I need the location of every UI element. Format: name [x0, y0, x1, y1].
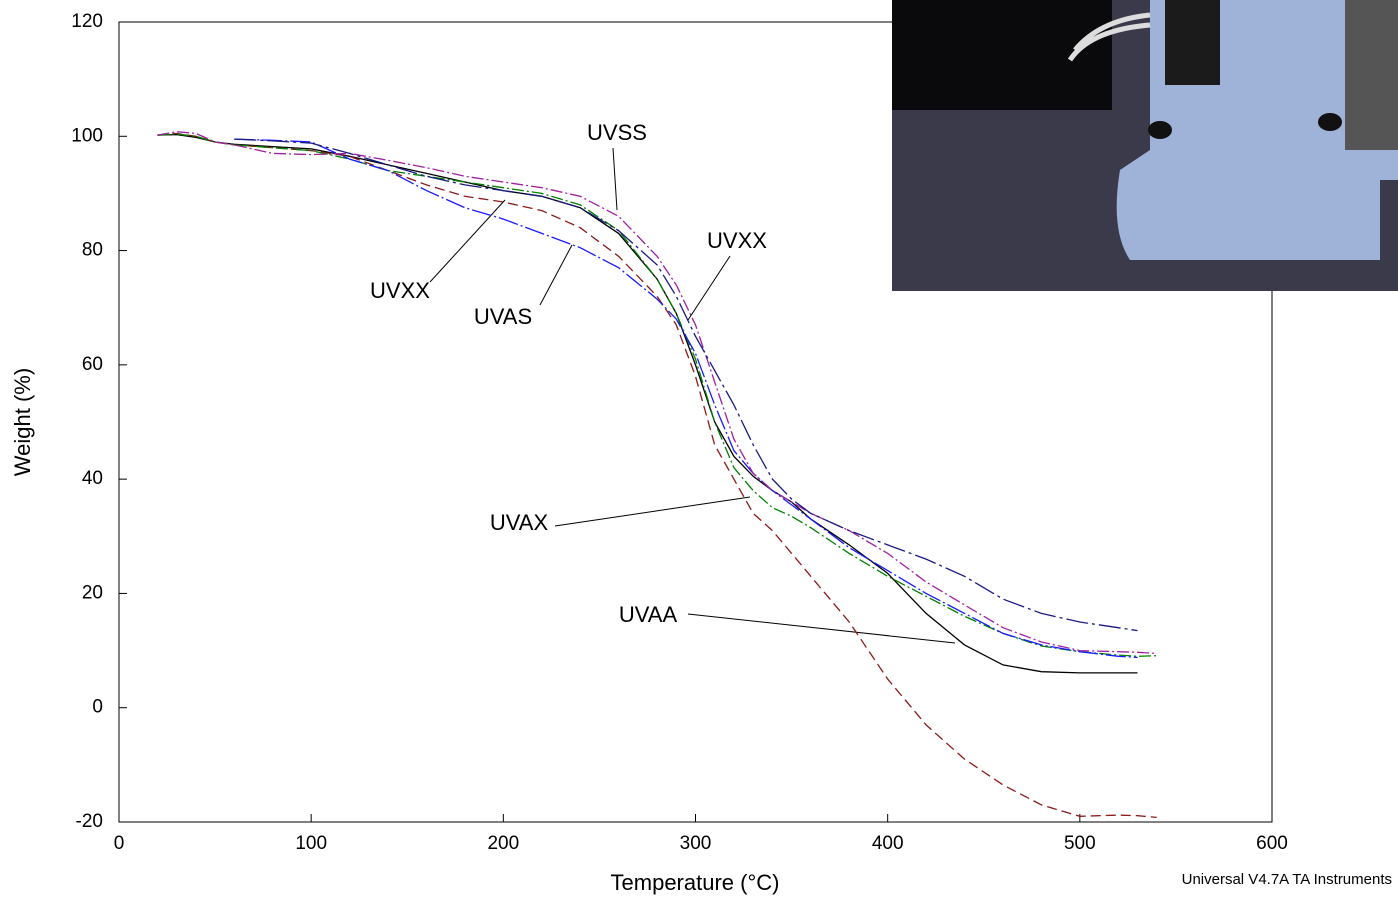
photo-part [1148, 121, 1172, 139]
series-annotation: UVXX [370, 278, 430, 303]
photo-shadow [892, 0, 1112, 110]
series-line [157, 133, 1138, 674]
x-tick-label: 0 [114, 833, 125, 854]
leader-line [687, 613, 956, 644]
y-tick-label: 20 [82, 582, 103, 603]
y-axis-label: Weight (%) [10, 368, 35, 476]
leader-line [554, 496, 751, 527]
leader-line [539, 244, 573, 306]
x-tick-label: 600 [1256, 833, 1288, 854]
instrument-photo [892, 0, 1398, 291]
leader-line [612, 147, 618, 211]
x-tick-label: 100 [295, 833, 327, 854]
photo-part [1067, 12, 1151, 62]
series-annotation: UVXX [707, 228, 767, 253]
series-line [157, 131, 1157, 655]
photo-part [1165, 0, 1220, 85]
y-tick-label: 40 [82, 468, 103, 489]
x-tick-label: 300 [680, 833, 712, 854]
series-line [234, 138, 1138, 659]
x-axis-label: Temperature (°C) [611, 870, 780, 895]
leader-line [429, 199, 506, 283]
y-tick-label: 60 [82, 354, 103, 375]
leader-line [687, 255, 731, 321]
footer: Universal V4.7A TA Instruments [1182, 871, 1392, 888]
x-tick-label: 500 [1064, 833, 1096, 854]
series-annotation: UVSS [587, 120, 647, 145]
y-tick-label: 120 [71, 11, 103, 32]
x-tick-label: 200 [487, 833, 519, 854]
photo-part [1318, 113, 1342, 131]
photo-part [1345, 0, 1398, 150]
series-annotation: UVAX [490, 510, 549, 535]
y-tick-label: 80 [82, 240, 103, 261]
series-annotation: UVAA [619, 602, 678, 627]
y-tick-label: 0 [92, 697, 103, 718]
series-annotation: UVAS [474, 304, 532, 329]
y-tick-label: -20 [76, 811, 103, 832]
x-tick-label: 400 [872, 833, 904, 854]
series-line [234, 138, 1138, 632]
y-tick-label: 100 [71, 125, 103, 146]
